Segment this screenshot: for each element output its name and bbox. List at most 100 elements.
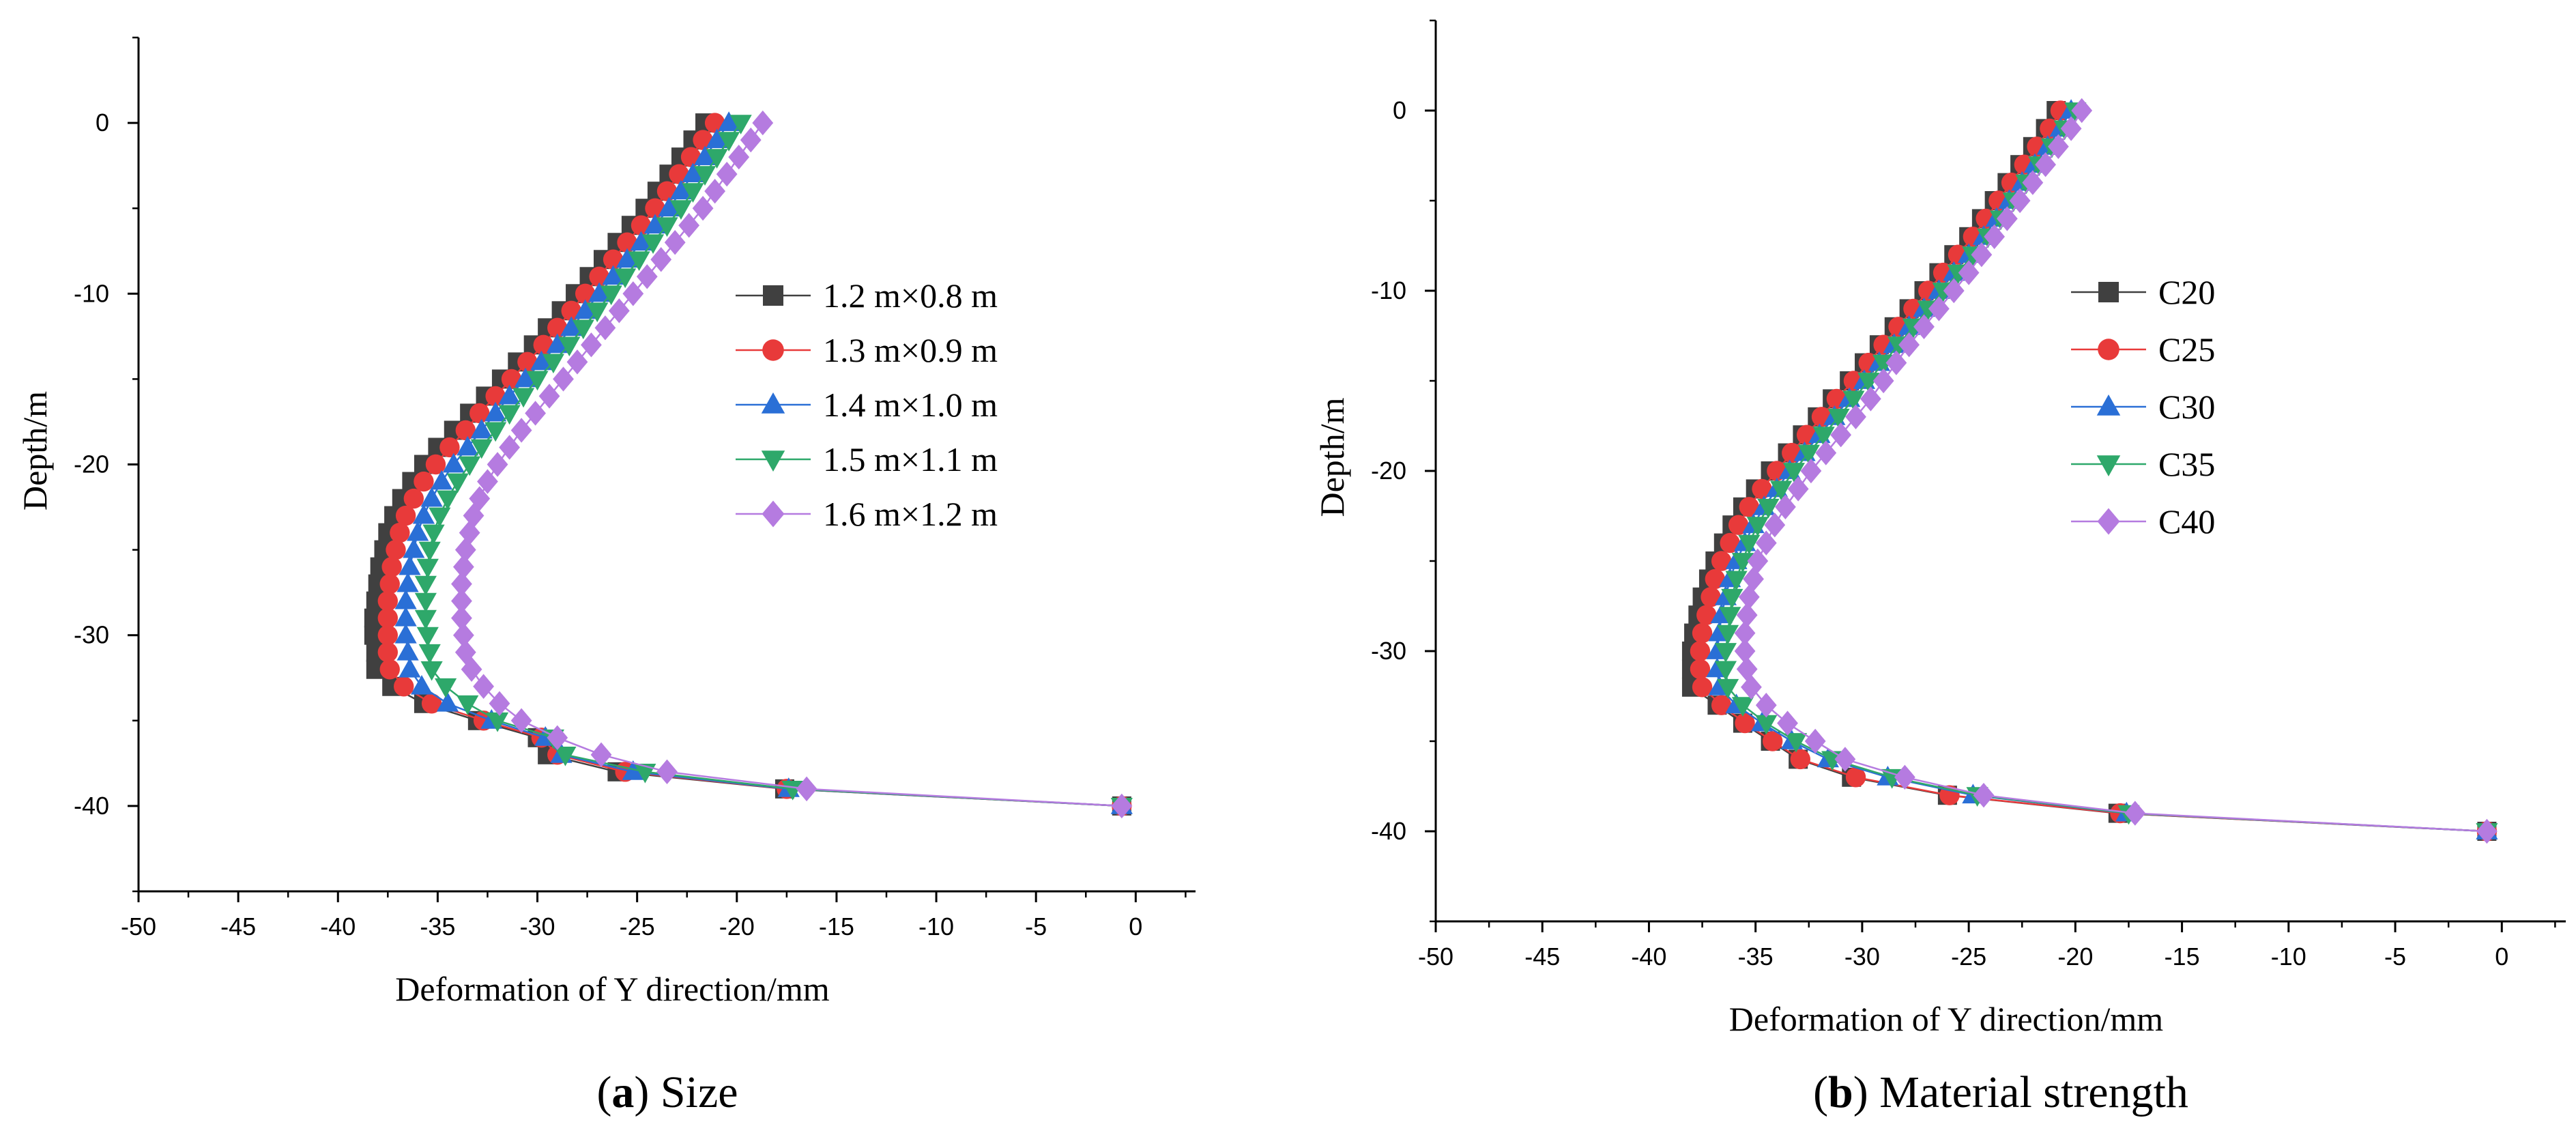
data-point xyxy=(377,590,399,612)
legend-marker xyxy=(2098,282,2119,302)
y-tick-label: -20 xyxy=(1371,457,1406,485)
data-point xyxy=(716,161,738,187)
data-point xyxy=(420,661,443,681)
data-point xyxy=(526,371,549,391)
caption-text: Material strength xyxy=(1868,1067,2188,1117)
data-point xyxy=(1827,408,1850,429)
data-point xyxy=(457,435,479,456)
data-point xyxy=(656,217,678,238)
data-point xyxy=(1738,584,1760,609)
data-point xyxy=(463,503,484,528)
y-tick-label: -30 xyxy=(1371,637,1406,665)
y-tick-label: -40 xyxy=(74,792,109,820)
legend-marker xyxy=(2098,339,2119,360)
legend-marker xyxy=(761,450,785,472)
data-point xyxy=(386,539,406,560)
data-point xyxy=(650,247,672,272)
caption-text: Size xyxy=(649,1067,738,1117)
data-point xyxy=(622,760,644,780)
data-point xyxy=(1845,404,1866,429)
data-point xyxy=(1736,603,1758,628)
data-point xyxy=(1913,314,1935,339)
caption-close: ) xyxy=(634,1067,649,1117)
x-tick-label: -40 xyxy=(320,913,356,940)
data-point xyxy=(586,302,609,323)
data-point xyxy=(2124,801,2146,826)
data-point xyxy=(1711,551,1732,571)
data-point xyxy=(431,470,453,490)
data-point xyxy=(558,336,581,357)
x-tick-label: 0 xyxy=(1129,913,1142,940)
data-point xyxy=(669,179,693,200)
data-point xyxy=(470,418,493,439)
panel-caption: (a) Size xyxy=(596,1067,738,1117)
data-point xyxy=(525,401,547,426)
legend-item: 1.4 m×1.0 m xyxy=(736,386,998,424)
x-tick-label: -25 xyxy=(1951,943,1986,971)
data-point xyxy=(1857,373,1880,392)
data-point xyxy=(436,691,459,712)
data-point xyxy=(1692,677,1713,698)
x-tick-label: -20 xyxy=(719,913,755,940)
data-point xyxy=(1746,517,1769,536)
data-point xyxy=(403,538,425,558)
series-c30 xyxy=(1706,99,2498,839)
data-point xyxy=(489,691,510,716)
x-tick-label: -40 xyxy=(1631,943,1666,971)
data-point xyxy=(469,486,491,511)
data-point xyxy=(442,452,465,473)
data-point xyxy=(451,588,472,614)
caption-letter: b xyxy=(1828,1067,1853,1117)
data-point xyxy=(1973,783,1995,808)
legend-item: C25 xyxy=(2071,330,2215,369)
data-point xyxy=(420,487,443,507)
data-point xyxy=(1790,749,1810,770)
data-point xyxy=(781,780,804,801)
data-point xyxy=(414,592,437,613)
data-point xyxy=(439,437,460,458)
legend-item: C40 xyxy=(2071,502,2215,541)
data-point xyxy=(1714,661,1737,681)
data-point xyxy=(512,388,535,408)
data-point xyxy=(560,316,583,336)
data-point xyxy=(1762,731,1783,751)
data-point xyxy=(1735,713,1755,734)
y-tick-label: 0 xyxy=(96,109,109,137)
data-point xyxy=(1885,350,1907,375)
data-point xyxy=(2035,152,2057,177)
data-point xyxy=(729,115,752,134)
data-point xyxy=(1739,497,1760,517)
data-point xyxy=(436,490,459,511)
data-point xyxy=(1830,422,1852,448)
series-1-4-mx1-0-m xyxy=(394,111,1133,814)
data-point xyxy=(422,524,445,545)
data-point xyxy=(1845,767,1866,788)
legend-item: 1.3 m×0.9 m xyxy=(736,331,998,369)
data-point xyxy=(2071,98,2093,124)
legend-label: C30 xyxy=(2158,388,2215,426)
legend-label: C20 xyxy=(2158,273,2215,311)
legend-label: 1.4 m×1.0 m xyxy=(823,386,998,424)
data-point xyxy=(1728,515,1749,535)
data-point xyxy=(399,555,421,575)
x-tick-label: -10 xyxy=(918,913,954,940)
data-point xyxy=(1984,224,2006,249)
data-point xyxy=(616,248,639,268)
data-point xyxy=(377,607,399,629)
data-point xyxy=(1894,764,1915,790)
data-point xyxy=(1834,747,1856,772)
x-tick-label: -5 xyxy=(1025,913,1047,940)
y-axis-title: Depth/m xyxy=(16,391,54,511)
data-point xyxy=(459,520,480,545)
data-point xyxy=(498,405,521,425)
data-point xyxy=(740,127,762,153)
caption-open: ( xyxy=(596,1067,611,1117)
data-point xyxy=(682,162,704,183)
data-point xyxy=(588,282,611,302)
data-point xyxy=(2476,818,2498,844)
data-point xyxy=(704,178,726,204)
data-point xyxy=(1804,728,1826,754)
series-c40 xyxy=(1734,98,2498,844)
data-point xyxy=(434,678,457,698)
series-line xyxy=(1716,110,2487,833)
